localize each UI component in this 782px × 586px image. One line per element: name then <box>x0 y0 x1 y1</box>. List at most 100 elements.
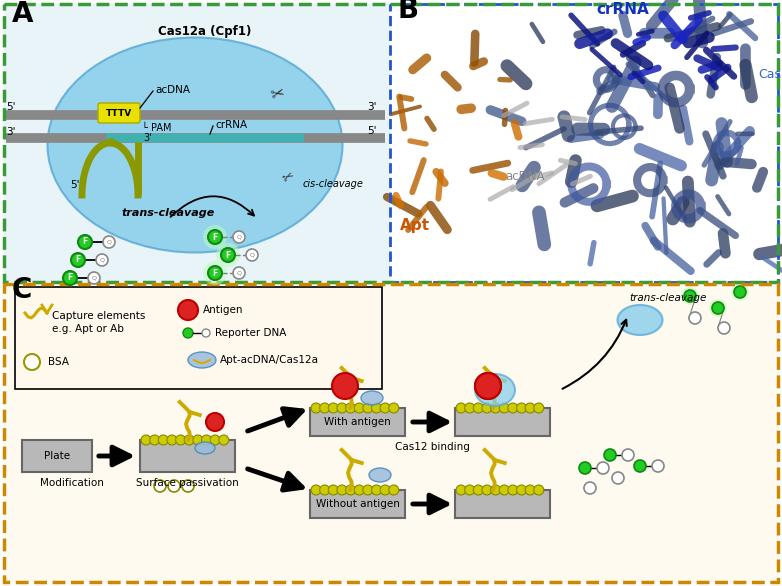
Text: Q: Q <box>249 253 254 257</box>
Circle shape <box>208 266 222 280</box>
Circle shape <box>584 482 596 494</box>
Text: BSA: BSA <box>48 357 69 367</box>
Text: F: F <box>213 268 217 278</box>
Circle shape <box>634 460 646 472</box>
Text: Cas12a (Cpf1): Cas12a (Cpf1) <box>158 26 252 39</box>
Circle shape <box>731 283 749 301</box>
Circle shape <box>88 272 100 284</box>
Text: crRNA: crRNA <box>215 120 247 130</box>
Text: F: F <box>75 255 81 264</box>
Circle shape <box>465 403 475 413</box>
Circle shape <box>141 435 151 445</box>
Circle shape <box>328 485 339 495</box>
Circle shape <box>371 485 382 495</box>
Circle shape <box>346 403 356 413</box>
Circle shape <box>185 435 194 445</box>
Text: Capture elements
e.g. Apt or Ab: Capture elements e.g. Apt or Ab <box>52 311 145 334</box>
Text: Reporter DNA: Reporter DNA <box>215 328 286 338</box>
Circle shape <box>482 403 492 413</box>
Circle shape <box>718 322 730 334</box>
Text: cis-cleavage: cis-cleavage <box>303 179 364 189</box>
Circle shape <box>354 403 364 413</box>
Circle shape <box>210 435 221 445</box>
Text: TTTV: TTTV <box>106 108 132 118</box>
Text: crRNA: crRNA <box>597 2 649 17</box>
Text: trans-cleavage: trans-cleavage <box>121 208 214 218</box>
Circle shape <box>456 485 466 495</box>
Bar <box>455 490 550 518</box>
Circle shape <box>380 485 390 495</box>
Text: Q: Q <box>99 257 105 263</box>
Text: C: C <box>12 276 32 304</box>
Text: Without antigen: Without antigen <box>316 499 400 509</box>
Circle shape <box>681 287 699 305</box>
Text: Q: Q <box>91 275 96 281</box>
Circle shape <box>508 485 518 495</box>
Circle shape <box>167 435 177 445</box>
Circle shape <box>154 480 166 492</box>
Text: Surface passivation: Surface passivation <box>135 478 239 488</box>
Circle shape <box>202 435 211 445</box>
Circle shape <box>216 243 240 267</box>
Circle shape <box>508 403 518 413</box>
Circle shape <box>534 403 543 413</box>
Text: Apt-acDNA/Cas12a: Apt-acDNA/Cas12a <box>220 355 319 365</box>
Circle shape <box>363 403 373 413</box>
Circle shape <box>516 403 526 413</box>
Circle shape <box>103 236 115 248</box>
Circle shape <box>311 485 321 495</box>
Circle shape <box>689 312 701 324</box>
Bar <box>4 284 778 582</box>
Text: Modification: Modification <box>40 478 104 488</box>
Circle shape <box>328 403 339 413</box>
Ellipse shape <box>195 442 215 454</box>
Circle shape <box>473 485 483 495</box>
Circle shape <box>320 485 330 495</box>
Circle shape <box>499 403 509 413</box>
Ellipse shape <box>475 374 515 406</box>
Bar <box>455 408 550 436</box>
Circle shape <box>473 403 483 413</box>
Circle shape <box>534 485 543 495</box>
Circle shape <box>203 261 227 285</box>
Circle shape <box>202 329 210 337</box>
Circle shape <box>475 373 501 399</box>
Circle shape <box>219 435 229 445</box>
Circle shape <box>389 403 399 413</box>
Ellipse shape <box>48 38 343 253</box>
Circle shape <box>354 485 364 495</box>
Circle shape <box>516 485 526 495</box>
Text: Antigen: Antigen <box>203 305 243 315</box>
Circle shape <box>176 435 185 445</box>
Circle shape <box>597 462 609 474</box>
Circle shape <box>526 485 535 495</box>
Text: F: F <box>67 274 73 282</box>
Text: F: F <box>82 237 88 247</box>
FancyBboxPatch shape <box>15 287 382 389</box>
Circle shape <box>193 435 203 445</box>
Circle shape <box>337 485 347 495</box>
Circle shape <box>684 290 696 302</box>
Text: Q: Q <box>236 271 242 275</box>
Text: Q: Q <box>236 234 242 240</box>
Circle shape <box>389 485 399 495</box>
Circle shape <box>78 235 92 249</box>
Ellipse shape <box>369 468 391 482</box>
Bar <box>310 490 405 518</box>
Text: 3': 3' <box>367 102 376 112</box>
Text: ✂: ✂ <box>279 168 296 186</box>
Circle shape <box>612 472 624 484</box>
Circle shape <box>579 462 591 474</box>
Circle shape <box>71 253 85 267</box>
Circle shape <box>246 249 258 261</box>
Circle shape <box>63 271 77 285</box>
Ellipse shape <box>361 391 383 405</box>
Circle shape <box>465 485 475 495</box>
Circle shape <box>332 373 358 399</box>
Circle shape <box>178 300 198 320</box>
Circle shape <box>233 231 245 243</box>
Bar <box>140 440 235 472</box>
Text: A: A <box>12 0 34 28</box>
Circle shape <box>206 413 224 431</box>
Circle shape <box>526 403 535 413</box>
